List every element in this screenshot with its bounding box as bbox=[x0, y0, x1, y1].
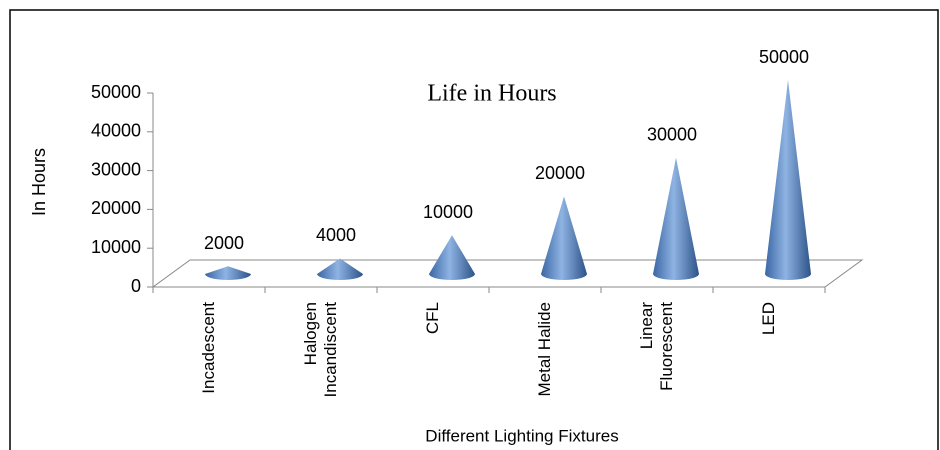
data-label: 50000 bbox=[759, 47, 809, 67]
x-tick-label: CFL bbox=[423, 302, 442, 335]
x-axis-label: Different Lighting Fixtures bbox=[425, 426, 618, 445]
y-tick-label: 30000 bbox=[91, 159, 141, 179]
cone bbox=[541, 196, 587, 280]
chart-title: Life in Hours bbox=[427, 81, 556, 107]
cone bbox=[765, 80, 811, 280]
data-label: 10000 bbox=[423, 202, 473, 222]
cone bbox=[653, 157, 699, 280]
x-tick-label: Metal Halide bbox=[535, 302, 554, 397]
x-tick-label: LED bbox=[759, 302, 778, 336]
cone bbox=[205, 266, 251, 280]
y-tick-label: 0 bbox=[131, 276, 141, 296]
cone-part bbox=[541, 196, 587, 280]
cone-part bbox=[429, 235, 475, 280]
x-tick-label: Linear Fluorescent bbox=[637, 302, 676, 391]
cone-part bbox=[205, 266, 251, 280]
data-label: 30000 bbox=[647, 124, 697, 144]
cone-part bbox=[317, 258, 363, 280]
cone bbox=[317, 258, 363, 280]
y-tick-label: 40000 bbox=[91, 121, 141, 141]
cone-part bbox=[653, 157, 699, 280]
floor bbox=[151, 259, 864, 288]
x-tick-label: Incadescent bbox=[199, 302, 218, 394]
y-axis-label: In Hours bbox=[29, 148, 49, 216]
data-label: 2000 bbox=[204, 233, 244, 253]
cone-part bbox=[765, 80, 811, 280]
data-label: 20000 bbox=[535, 163, 585, 183]
x-tick-label: Halogen Incandiscent bbox=[301, 302, 340, 398]
y-tick-label: 10000 bbox=[91, 237, 141, 257]
y-tick-label: 20000 bbox=[91, 198, 141, 218]
frame-border bbox=[9, 9, 939, 450]
data-label: 4000 bbox=[316, 225, 356, 245]
y-tick-label: 50000 bbox=[91, 82, 141, 102]
cone bbox=[429, 235, 475, 280]
